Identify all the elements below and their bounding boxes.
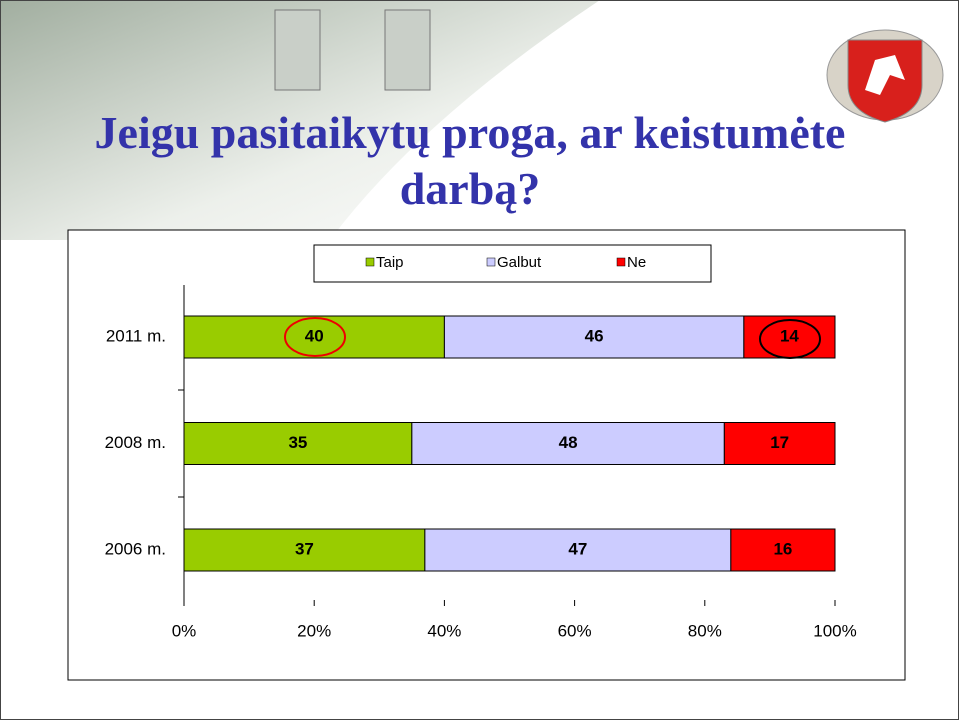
value-label: 17 bbox=[770, 433, 789, 452]
legend-label: Ne bbox=[627, 254, 646, 271]
value-label: 37 bbox=[295, 539, 314, 558]
y-tick-label: 2006 m. bbox=[105, 539, 166, 558]
value-label: 40 bbox=[305, 326, 324, 345]
x-tick-label: 60% bbox=[558, 621, 592, 640]
x-tick-label: 40% bbox=[427, 621, 461, 640]
value-label: 47 bbox=[568, 539, 587, 558]
legend-label: Galbut bbox=[497, 254, 542, 271]
slide: 0% 20% 40% 60% 80% 100% Taip Galbut Ne 2011 m. 40 4… bbox=[0, 0, 960, 721]
value-label: 48 bbox=[559, 433, 578, 452]
y-tick-label: 2008 m. bbox=[105, 433, 166, 452]
value-label: 46 bbox=[585, 326, 604, 345]
legend-swatch bbox=[366, 258, 374, 266]
x-tick-label: 80% bbox=[688, 621, 722, 640]
window bbox=[275, 10, 320, 90]
window bbox=[385, 10, 430, 90]
legend-swatch bbox=[487, 258, 495, 266]
legend-swatch bbox=[617, 258, 625, 266]
title: Jeigu pasitaikytų proga, ar keistumėte d… bbox=[60, 105, 880, 217]
x-tick-label: 20% bbox=[297, 621, 331, 640]
legend-label: Taip bbox=[376, 254, 404, 271]
value-label: 35 bbox=[288, 433, 307, 452]
x-tick-label: 100% bbox=[813, 621, 856, 640]
value-label: 14 bbox=[780, 326, 799, 345]
y-tick-label: 2011 m. bbox=[106, 326, 166, 345]
x-tick-label: 0% bbox=[172, 621, 197, 640]
value-label: 16 bbox=[773, 539, 792, 558]
